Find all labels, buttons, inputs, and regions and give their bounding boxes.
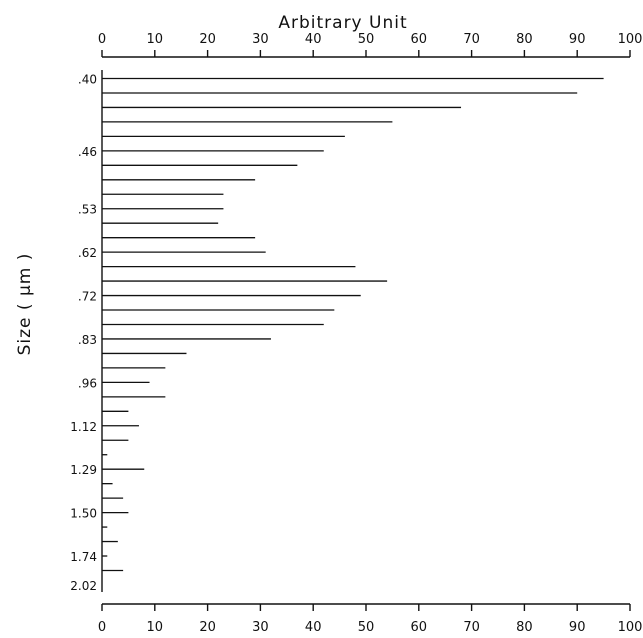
- top-tick-label: 100: [618, 32, 643, 47]
- y-tick-label: 1.12: [70, 420, 97, 434]
- y-tick-label: 1.74: [70, 550, 97, 564]
- bars: [102, 77, 604, 572]
- bottom-tick-label: 30: [252, 620, 269, 635]
- y-tick-label: .83: [78, 333, 97, 347]
- y-tick-label: .40: [78, 73, 97, 87]
- top-tick-label: 90: [569, 32, 586, 47]
- y-tick-label: 1.50: [70, 507, 97, 521]
- top-tick-label: 10: [147, 32, 164, 47]
- top-tick-label: 20: [199, 32, 216, 47]
- y-tick-label: .62: [78, 246, 97, 260]
- chart-title: Arbitrary Unit: [278, 13, 407, 33]
- bottom-tick-label: 90: [569, 620, 586, 635]
- top-tick-label: 80: [516, 32, 533, 47]
- y-tick-label: .96: [78, 376, 97, 390]
- bottom-tick-label: 50: [358, 620, 375, 635]
- bottom-tick-label: 70: [463, 620, 480, 635]
- y-tick-label: .53: [78, 203, 97, 217]
- bottom-tick-label: 20: [199, 620, 216, 635]
- top-ticks: 0 10 20 30 40 50 60 70 80 90 100: [98, 32, 643, 57]
- top-tick-label: 40: [305, 32, 322, 47]
- top-tick-label: 70: [463, 32, 480, 47]
- top-tick-label: 50: [358, 32, 375, 47]
- bottom-tick-label: 60: [411, 620, 428, 635]
- y-tick-label: .46: [78, 145, 97, 159]
- bottom-tick-label: 0: [98, 620, 106, 635]
- y-tick-label: .72: [78, 290, 97, 304]
- top-tick-label: 0: [98, 32, 106, 47]
- y-tick-label: 1.29: [70, 463, 97, 477]
- y-ticks: .40 .46 .53 .62 .72 .83 .96 1.12 1.29 1.50 1.74 2.0…: [70, 73, 97, 593]
- bottom-tick-label: 40: [305, 620, 322, 635]
- bottom-tick-label: 80: [516, 620, 533, 635]
- y-axis-label: Size ( μm ): [15, 253, 35, 356]
- top-tick-label: 60: [411, 32, 428, 47]
- bottom-tick-label: 100: [618, 620, 643, 635]
- bottom-ticks: 0 10 20 30 40 50 60 70 80 90 100: [98, 604, 643, 635]
- top-tick-label: 30: [252, 32, 269, 47]
- y-tick-label: 2.02: [70, 579, 97, 593]
- bottom-tick-label: 10: [147, 620, 164, 635]
